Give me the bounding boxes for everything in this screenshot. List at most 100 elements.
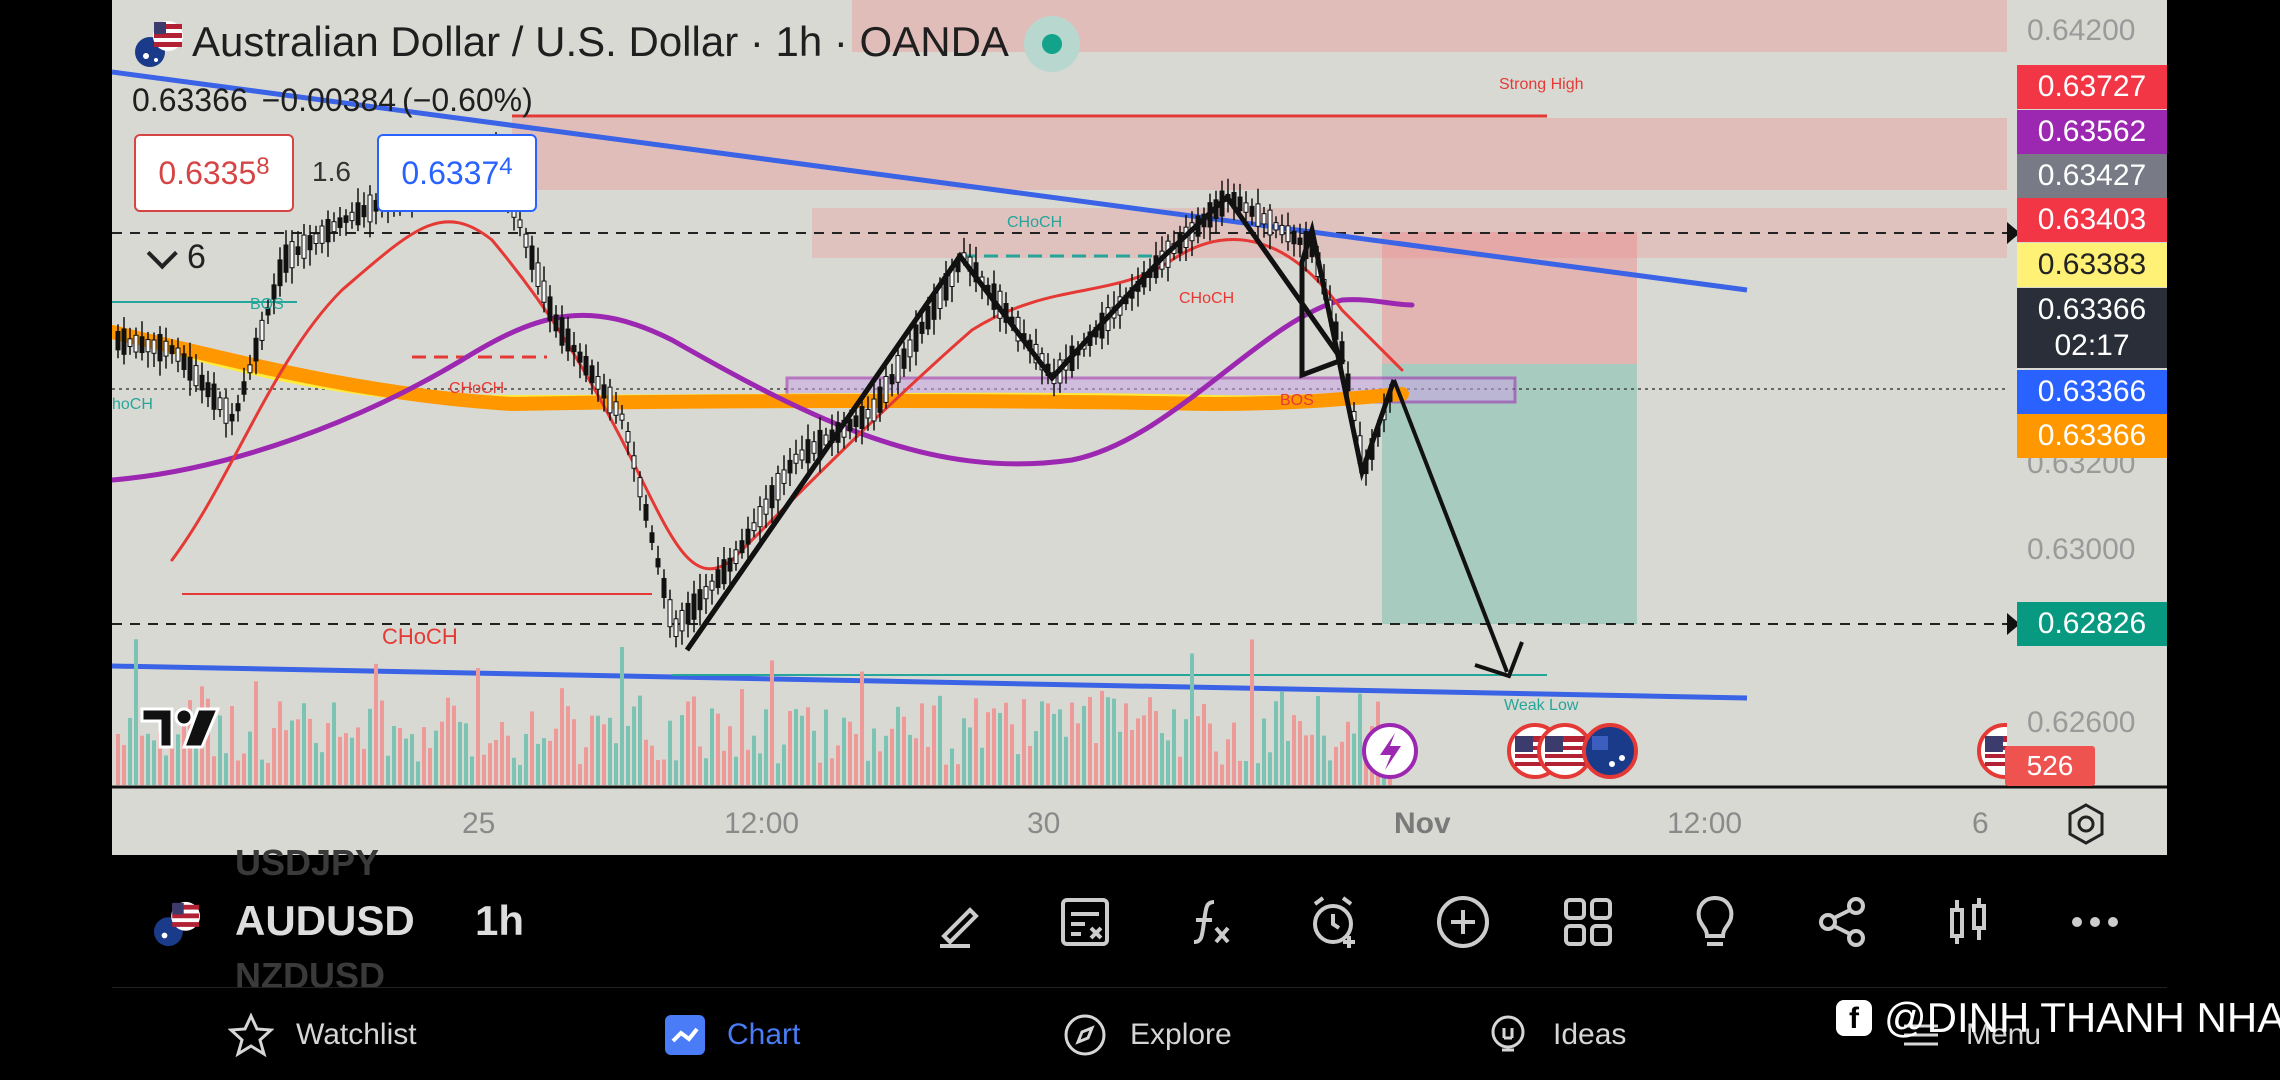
time-tick: 12:00 bbox=[724, 807, 800, 840]
alarm-add-icon[interactable] bbox=[1305, 892, 1365, 952]
volume-bar bbox=[398, 728, 402, 785]
pen-icon[interactable] bbox=[930, 892, 990, 952]
volume-bar bbox=[1316, 696, 1320, 785]
candles-icon[interactable] bbox=[1938, 892, 1998, 952]
indicators-toggle[interactable]: 6 bbox=[146, 237, 206, 277]
candle bbox=[679, 609, 685, 632]
volume-bar bbox=[632, 706, 636, 785]
more-icon[interactable] bbox=[2065, 892, 2125, 952]
symbol-title[interactable]: Australian Dollar / U.S. Dollar · 1h · O… bbox=[192, 18, 1009, 65]
volume-bar bbox=[626, 725, 630, 785]
candle bbox=[895, 355, 901, 383]
candle bbox=[127, 338, 133, 348]
candle bbox=[1297, 237, 1303, 245]
volume-bar bbox=[620, 646, 624, 785]
volume-bar bbox=[296, 719, 300, 785]
event-flash-icon[interactable] bbox=[1362, 723, 1418, 779]
strong-high-label: Strong High bbox=[1499, 76, 1584, 93]
price-label-blue[interactable]: 0.63366 bbox=[2017, 370, 2167, 414]
forecast-arrow[interactable] bbox=[1392, 379, 1509, 673]
volume-bar bbox=[752, 735, 756, 785]
volume-bar bbox=[1364, 759, 1368, 785]
volume-bar bbox=[866, 760, 870, 785]
price-label-strong-high[interactable]: 0.63727 bbox=[2017, 65, 2167, 109]
price-label-gray[interactable]: 0.63427 bbox=[2017, 154, 2167, 198]
volume-bar bbox=[1028, 745, 1032, 785]
bar-countdown: 02:17 bbox=[2017, 328, 2167, 368]
volume-bar bbox=[1016, 754, 1020, 785]
volume-bar bbox=[572, 719, 576, 785]
axis-marker-target bbox=[2007, 613, 2020, 635]
position-target-zone[interactable] bbox=[1382, 364, 1637, 624]
volume-bar bbox=[326, 723, 330, 785]
volume-count-badge: 526 bbox=[2005, 746, 2095, 786]
interval-selector[interactable]: 1h bbox=[475, 897, 525, 944]
candle bbox=[919, 321, 925, 334]
volume-bar bbox=[974, 698, 978, 785]
candle bbox=[319, 225, 325, 244]
volume-bar bbox=[1244, 760, 1248, 785]
volume-bar bbox=[356, 727, 360, 785]
add-circle-icon[interactable] bbox=[1433, 892, 1493, 952]
notes-icon[interactable] bbox=[1055, 892, 1115, 952]
function-icon[interactable] bbox=[1180, 892, 1240, 952]
price-label-yellow[interactable]: 0.63383 bbox=[2017, 243, 2167, 287]
candle bbox=[769, 485, 775, 509]
nav-explore[interactable]: Explore bbox=[1062, 1005, 1232, 1065]
candle bbox=[877, 386, 883, 413]
chart-canvas[interactable] bbox=[112, 0, 2167, 855]
symbol-selector[interactable]: AUDUSD bbox=[235, 897, 415, 944]
price-label-ma-purple[interactable]: 0.63562 bbox=[2017, 110, 2167, 154]
buy-button[interactable]: 0.6337 4 bbox=[377, 134, 537, 212]
price-label-red[interactable]: 0.63403 bbox=[2017, 198, 2167, 242]
volume-bar bbox=[290, 720, 294, 785]
candle bbox=[655, 558, 661, 568]
volume-bar bbox=[812, 730, 816, 785]
share-icon[interactable] bbox=[1812, 892, 1872, 952]
upper-trendline[interactable] bbox=[112, 69, 1748, 293]
time-tick: 6 bbox=[1972, 807, 1989, 840]
lower-trendline[interactable] bbox=[112, 663, 1748, 701]
position-stop-zone[interactable] bbox=[1382, 232, 1637, 364]
volume-bar bbox=[140, 735, 144, 785]
chart-settings-icon[interactable] bbox=[2064, 802, 2108, 846]
grid-icon[interactable] bbox=[1558, 892, 1618, 952]
candle bbox=[703, 586, 709, 600]
volume-bar bbox=[116, 733, 120, 785]
nav-chart-label: Chart bbox=[727, 1018, 801, 1051]
volume-bar bbox=[260, 759, 264, 785]
nav-ideas[interactable]: Ideas bbox=[1485, 1005, 1626, 1065]
volume-bar bbox=[908, 734, 912, 785]
sell-button[interactable]: 0.6335 8 bbox=[134, 134, 294, 212]
nav-watchlist[interactable]: Watchlist bbox=[228, 1005, 417, 1065]
lightbulb-icon[interactable] bbox=[1685, 892, 1745, 952]
volume-bar bbox=[254, 681, 258, 785]
price-label-current[interactable]: 0.63366 bbox=[2017, 288, 2167, 328]
nav-chart[interactable]: Chart bbox=[665, 1005, 800, 1065]
event-au-flag-icon[interactable] bbox=[1582, 723, 1638, 779]
volume-bar bbox=[1052, 713, 1056, 785]
candle bbox=[637, 477, 643, 498]
price-label-target[interactable]: 0.62826 bbox=[2017, 602, 2167, 646]
chart-panel[interactable]: Australian Dollar / U.S. Dollar · 1h · O… bbox=[112, 0, 2167, 855]
volume-bar bbox=[1232, 722, 1236, 785]
candle bbox=[577, 351, 583, 363]
volume-bar bbox=[158, 732, 162, 785]
volume-bar bbox=[1250, 639, 1254, 785]
volume-bar bbox=[770, 660, 774, 785]
nav-menu[interactable]: Menu bbox=[1898, 1005, 2041, 1065]
zigzag-pattern-2[interactable] bbox=[684, 251, 1164, 652]
price-label-orange[interactable]: 0.63366 bbox=[2017, 414, 2167, 458]
weak-low-label: Weak Low bbox=[1504, 697, 1579, 714]
volume-bar bbox=[176, 734, 180, 785]
zigzag-pattern[interactable] bbox=[684, 193, 1397, 652]
market-open-indicator[interactable] bbox=[1024, 16, 1080, 72]
candle bbox=[1255, 203, 1261, 227]
candle bbox=[601, 384, 607, 399]
event-us-flag-icon-2[interactable] bbox=[1537, 723, 1593, 779]
candle bbox=[205, 382, 211, 398]
candle bbox=[643, 504, 649, 521]
candle bbox=[667, 599, 673, 628]
candle bbox=[787, 459, 793, 474]
volume-bar bbox=[224, 753, 228, 785]
